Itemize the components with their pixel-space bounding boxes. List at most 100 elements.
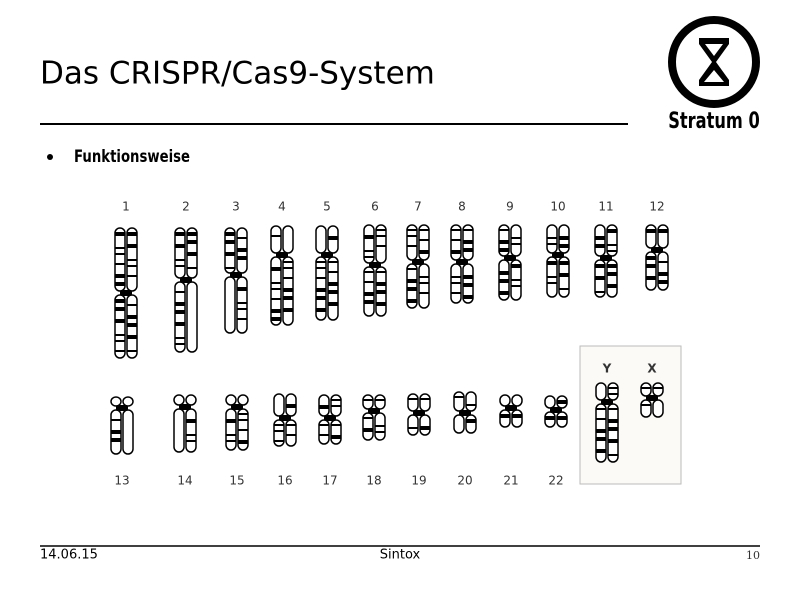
band xyxy=(547,243,557,245)
band xyxy=(463,283,473,287)
band xyxy=(274,424,284,426)
band xyxy=(407,279,417,283)
band xyxy=(646,229,656,233)
band xyxy=(283,261,293,263)
chromatid xyxy=(224,276,236,334)
chromatid xyxy=(362,394,374,410)
chromatid xyxy=(465,414,477,434)
band xyxy=(271,267,281,271)
centromere xyxy=(321,252,333,258)
band xyxy=(225,240,235,244)
band xyxy=(271,317,281,321)
band xyxy=(175,343,185,345)
chromatid xyxy=(607,403,619,463)
band xyxy=(328,261,338,263)
band xyxy=(175,310,185,314)
band xyxy=(608,427,618,431)
chromatid xyxy=(273,393,285,417)
chromatid xyxy=(419,414,431,436)
band xyxy=(127,315,137,319)
band xyxy=(499,279,509,283)
band xyxy=(127,265,137,267)
band xyxy=(608,387,618,389)
band xyxy=(364,292,374,296)
chromatid xyxy=(544,395,556,409)
band xyxy=(595,264,605,268)
band xyxy=(596,437,606,441)
band xyxy=(641,404,651,406)
logo-text: Stratum 0 xyxy=(668,107,760,133)
band xyxy=(407,229,417,231)
band xyxy=(499,229,509,231)
chromatid xyxy=(657,224,669,249)
chromatid xyxy=(407,414,419,436)
band xyxy=(127,275,137,277)
centromere xyxy=(600,255,612,261)
band xyxy=(115,299,125,303)
logo-hourglass xyxy=(699,38,729,86)
band xyxy=(175,244,185,248)
centromere xyxy=(230,272,242,278)
band xyxy=(237,256,247,260)
band xyxy=(499,248,509,252)
chromosome-label: 6 xyxy=(371,200,379,214)
chromosome-label: 12 xyxy=(649,200,664,214)
centromere xyxy=(552,252,564,258)
chromosome-label: 10 xyxy=(550,200,565,214)
band xyxy=(595,276,605,280)
band xyxy=(316,308,326,312)
chromosome-label: 7 xyxy=(414,200,422,214)
centromere xyxy=(276,252,288,258)
band xyxy=(596,449,606,453)
chromosome-label: 4 xyxy=(278,200,286,214)
chromatid xyxy=(318,419,330,445)
chromosome-label: 9 xyxy=(506,200,514,214)
band xyxy=(364,256,374,258)
band xyxy=(407,268,417,270)
centromere xyxy=(413,410,425,416)
band xyxy=(316,296,326,300)
band xyxy=(127,335,137,339)
band xyxy=(608,419,618,423)
centromere xyxy=(116,405,128,411)
chromatid xyxy=(657,251,669,291)
band xyxy=(111,430,121,434)
bullet-text: Funktionsweise xyxy=(74,146,190,166)
band xyxy=(363,417,373,419)
chromatid xyxy=(186,281,198,353)
chromosome-label: 3 xyxy=(232,200,240,214)
centromere xyxy=(651,247,663,253)
chromatid xyxy=(595,382,607,401)
band xyxy=(658,261,668,263)
band xyxy=(658,280,668,284)
band xyxy=(283,277,293,279)
band xyxy=(187,267,197,269)
band xyxy=(331,399,341,401)
chromatid xyxy=(406,224,418,261)
centromere xyxy=(368,408,380,414)
band xyxy=(274,440,284,442)
band xyxy=(111,419,121,421)
band xyxy=(283,308,293,312)
band xyxy=(286,424,296,426)
band xyxy=(451,239,461,241)
band xyxy=(466,419,476,423)
band xyxy=(274,430,284,432)
chromatid xyxy=(511,394,523,407)
chromosome-label: 5 xyxy=(323,200,331,214)
band xyxy=(376,290,386,294)
band xyxy=(187,240,197,244)
chromatid xyxy=(270,256,282,326)
band xyxy=(286,434,296,436)
band xyxy=(364,235,374,239)
band xyxy=(463,295,473,299)
centromere xyxy=(369,262,381,268)
chromosome-label: 22 xyxy=(548,474,563,488)
band xyxy=(115,319,125,323)
band xyxy=(646,256,656,260)
chromatid xyxy=(114,227,126,292)
band xyxy=(127,304,137,306)
band xyxy=(419,292,429,294)
chromatid xyxy=(465,391,477,412)
